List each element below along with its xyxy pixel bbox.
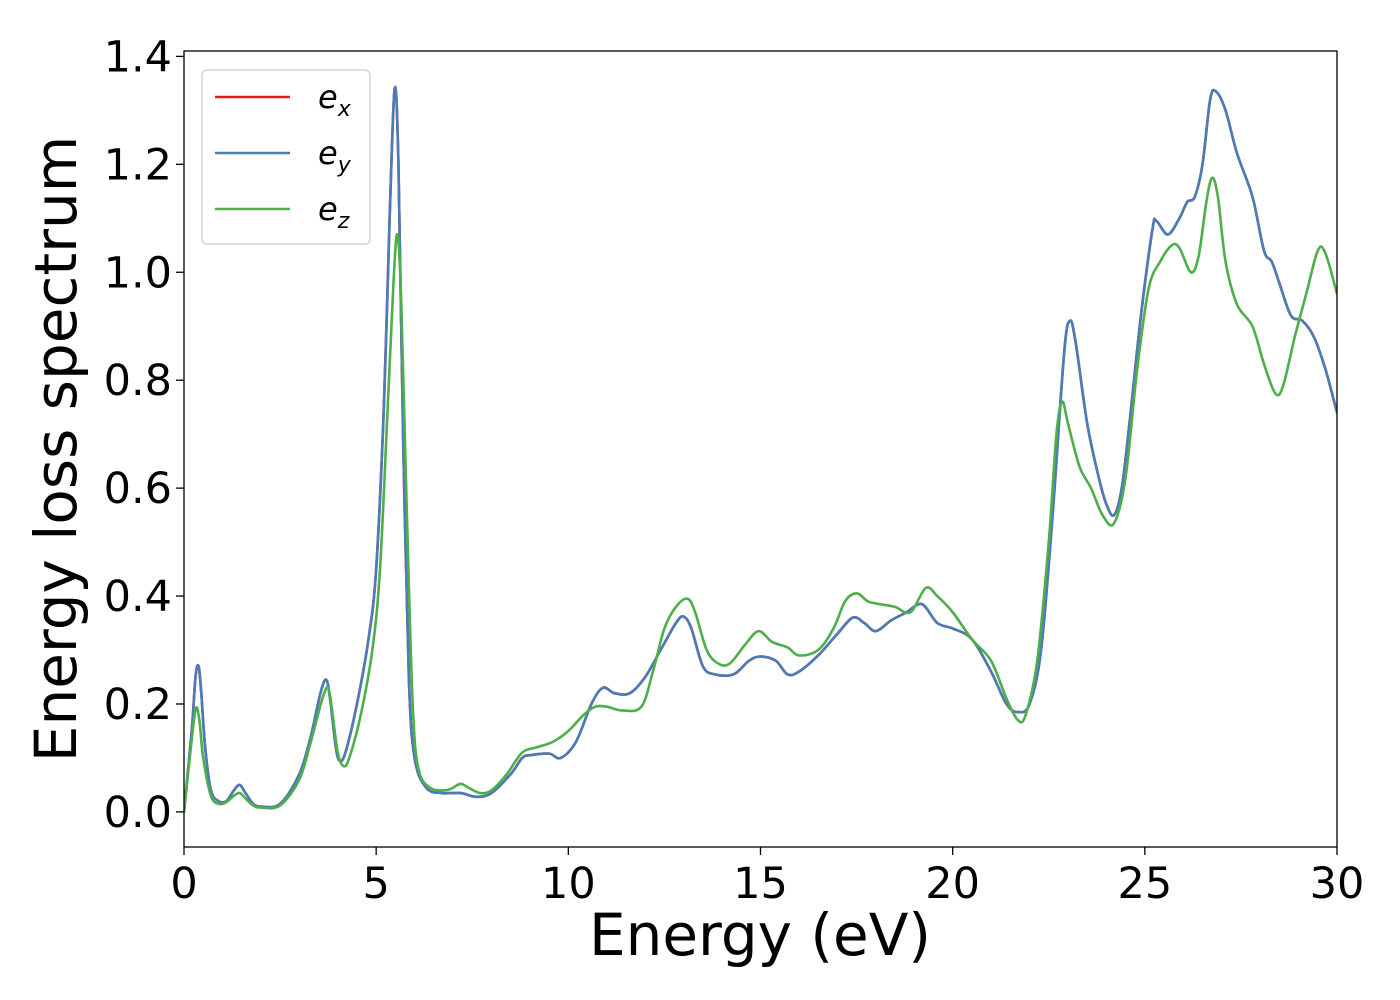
x-tick-label: 10	[541, 859, 596, 909]
legend-label-base: e	[318, 78, 338, 116]
x-tick-label: 15	[733, 859, 788, 909]
plot-frame	[183, 50, 1338, 848]
y-tick-label: 1.0	[104, 248, 172, 298]
y-tick-label: 0.8	[104, 356, 172, 406]
series-lines	[184, 85, 1337, 814]
legend-label: ex	[318, 78, 352, 122]
x-tick-label: 0	[170, 859, 197, 909]
x-tick-label: 5	[362, 859, 389, 909]
legend-label: ey	[318, 134, 352, 178]
y-tick-label: 0.6	[104, 464, 172, 514]
legend-label-base: e	[318, 134, 338, 172]
legend-label-base: e	[318, 190, 338, 228]
legend-label-subscript: x	[337, 97, 352, 122]
x-axis-title: Energy (eV)	[589, 901, 931, 969]
legend-label-subscript: y	[337, 153, 352, 178]
x-tick-label: 25	[1117, 859, 1172, 909]
legend-label-subscript: z	[337, 209, 350, 234]
x-tick-label: 20	[925, 859, 980, 909]
y-tick-label: 0.0	[104, 788, 172, 838]
y-tick-label: 1.4	[104, 32, 172, 82]
y-axis-title: Energy loss spectrum	[22, 136, 90, 762]
legend-box	[201, 69, 371, 245]
y-tick-label: 1.2	[104, 140, 172, 190]
series-line-e-z	[184, 176, 1337, 814]
y-tick-label: 0.2	[104, 680, 172, 730]
y-tick-label: 0.4	[104, 572, 172, 622]
x-tick-label: 30	[1310, 859, 1365, 909]
legend-label: ez	[318, 190, 350, 234]
x-axis-ticks: 0 5 10 15 20 25 30	[170, 847, 1364, 909]
y-axis-ticks: 0.0 0.2 0.4 0.6 0.8 1.0 1.2 1.4	[104, 32, 184, 838]
